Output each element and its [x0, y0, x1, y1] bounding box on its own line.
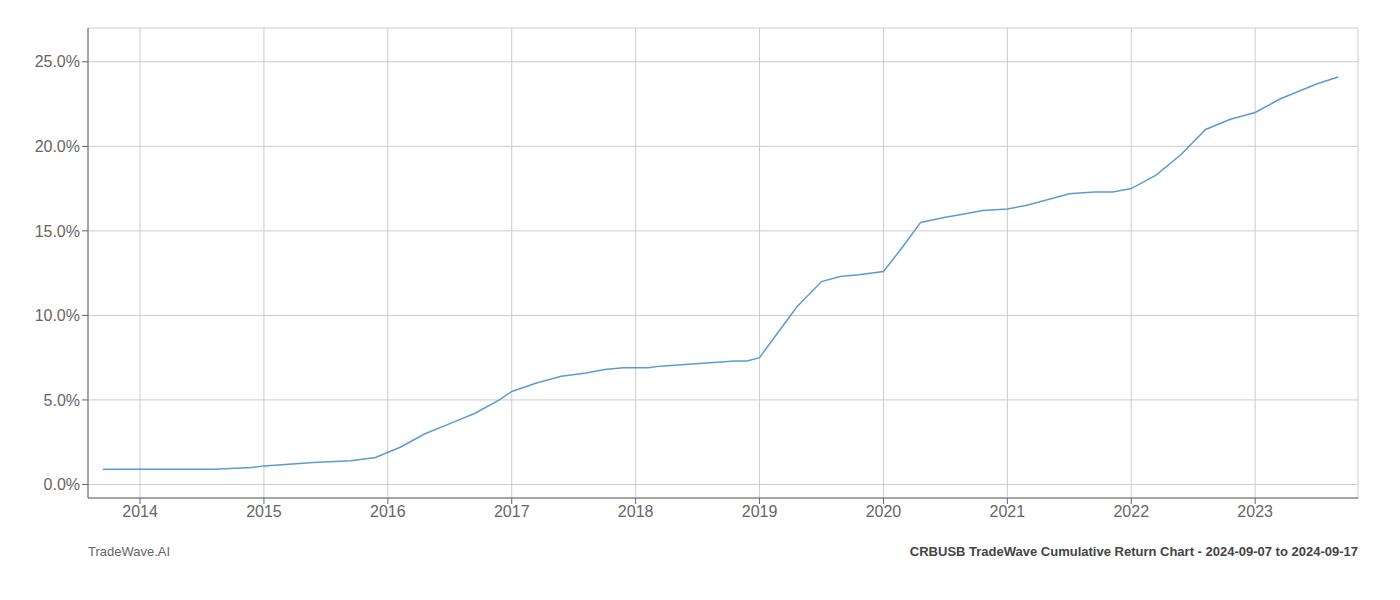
- svg-text:20.0%: 20.0%: [35, 138, 80, 155]
- svg-text:2018: 2018: [618, 503, 654, 520]
- svg-text:10.0%: 10.0%: [35, 307, 80, 324]
- svg-text:15.0%: 15.0%: [35, 223, 80, 240]
- svg-text:2017: 2017: [494, 503, 530, 520]
- svg-text:0.0%: 0.0%: [44, 476, 80, 493]
- svg-text:2021: 2021: [990, 503, 1026, 520]
- svg-text:2020: 2020: [866, 503, 902, 520]
- svg-text:2023: 2023: [1237, 503, 1273, 520]
- html-text:CRBUSB TradeWave Cumulative Re: CRBUSB TradeWave Cumulative Return Chart…: [909, 544, 1358, 559]
- svg-text:2015: 2015: [246, 503, 282, 520]
- svg-text:2022: 2022: [1113, 503, 1149, 520]
- svg-text:2014: 2014: [122, 503, 158, 520]
- svg-text:2016: 2016: [370, 503, 406, 520]
- svg-text:2019: 2019: [742, 503, 778, 520]
- html-text:TradeWave.AI: TradeWave.AI: [88, 544, 171, 559]
- svg-text:5.0%: 5.0%: [44, 392, 80, 409]
- svg-text:25.0%: 25.0%: [35, 53, 80, 70]
